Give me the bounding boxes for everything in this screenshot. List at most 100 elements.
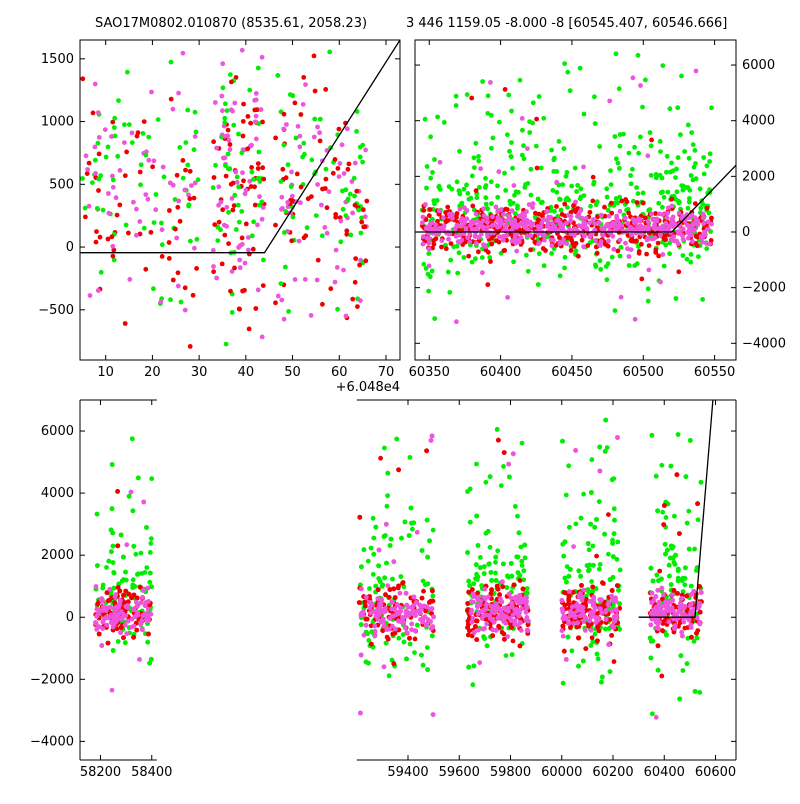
scatter-point (100, 582, 106, 588)
scatter-point (499, 599, 505, 605)
scatter-point (506, 591, 512, 597)
scatter-point (384, 503, 390, 509)
scatter-point (185, 107, 191, 113)
scatter-point (684, 593, 690, 599)
scatter-point (214, 275, 220, 281)
scatter-point (149, 89, 154, 95)
scatter-point (590, 589, 595, 594)
scatter-point (368, 623, 374, 629)
scatter-point (159, 254, 165, 259)
scatter-point (110, 624, 116, 630)
scatter-point (289, 238, 295, 244)
scatter-point (655, 587, 661, 593)
scatter-point (560, 182, 565, 188)
scatter-point (381, 664, 387, 670)
scatter-point (663, 515, 669, 520)
scatter-point (560, 438, 565, 444)
scatter-point (135, 610, 140, 616)
scatter-point (273, 222, 278, 228)
scatter-point (617, 567, 623, 573)
scatter-point (253, 113, 259, 119)
scatter-point (626, 150, 632, 156)
scatter-point (562, 575, 568, 581)
scatter-point (468, 223, 473, 228)
scatter-point (656, 253, 661, 259)
scatter-point (690, 142, 696, 148)
scatter-point (519, 221, 525, 227)
scatter-point (585, 243, 591, 248)
scatter-point (239, 47, 245, 53)
scatter-point (110, 648, 116, 653)
scatter-point (597, 606, 602, 612)
scatter-point (133, 551, 139, 557)
scatter-point (490, 214, 495, 220)
y-tick-label: 6000 (41, 424, 74, 439)
x-tick-label: 60400 (480, 365, 521, 380)
scatter-point (353, 256, 359, 261)
model-line (638, 400, 714, 618)
scatter-point (301, 140, 307, 146)
scatter-point (580, 658, 586, 664)
scatter-point (665, 205, 671, 211)
scatter-point (581, 491, 586, 497)
scatter-point (419, 548, 425, 553)
scatter-point (484, 621, 490, 627)
scatter-point (470, 616, 476, 621)
scatter-point (534, 116, 539, 122)
scatter-point (251, 177, 256, 182)
scatter-point (501, 561, 506, 567)
model-line (415, 164, 736, 233)
scatter-point (371, 551, 377, 557)
scatter-point (85, 167, 90, 172)
scatter-point (605, 221, 610, 227)
scatter-point (528, 247, 533, 253)
scatter-point (695, 218, 701, 224)
scatter-point (568, 213, 574, 219)
scatter-point (605, 207, 611, 213)
scatter-point (473, 624, 478, 629)
scatter-point (471, 155, 477, 161)
scatter-point (576, 253, 581, 259)
scatter-point (383, 640, 389, 646)
scatter-point (312, 116, 318, 122)
scatter-point (484, 215, 490, 221)
scatter-point (487, 255, 493, 260)
scatter-point (663, 220, 669, 226)
scatter-point (675, 105, 681, 111)
scatter-point (112, 115, 118, 121)
scatter-point (647, 207, 653, 212)
scatter-point (427, 538, 432, 544)
scatter-point (682, 625, 688, 631)
scatter-point (245, 114, 251, 119)
scatter-point (617, 601, 623, 607)
scatter-point (372, 628, 378, 634)
scatter-point (485, 93, 491, 99)
scatter-point (467, 239, 473, 245)
scatter-point (478, 565, 483, 571)
scatter-point (493, 604, 499, 610)
scatter-point (390, 576, 395, 582)
scatter-point (433, 236, 439, 242)
scatter-point (112, 594, 118, 600)
scatter-point (664, 169, 669, 175)
scatter-point (239, 241, 245, 247)
scatter-point (488, 603, 494, 609)
scatter-point (226, 166, 231, 172)
scatter-point (228, 72, 233, 77)
scatter-point (566, 594, 572, 599)
scatter-point (175, 204, 181, 210)
scatter-point (545, 218, 551, 224)
scatter-point (384, 627, 390, 632)
scatter-point (476, 158, 482, 164)
scatter-point (617, 253, 623, 259)
scatter-point (572, 165, 578, 171)
scatter-point (106, 615, 112, 621)
scatter-point (96, 151, 102, 157)
scatter-point (596, 628, 602, 634)
scatter-point (653, 172, 659, 177)
scatter-point (167, 208, 172, 213)
scatter-point (439, 244, 444, 250)
scatter-point (517, 643, 523, 649)
scatter-point (190, 292, 196, 298)
scatter-point (417, 602, 422, 608)
